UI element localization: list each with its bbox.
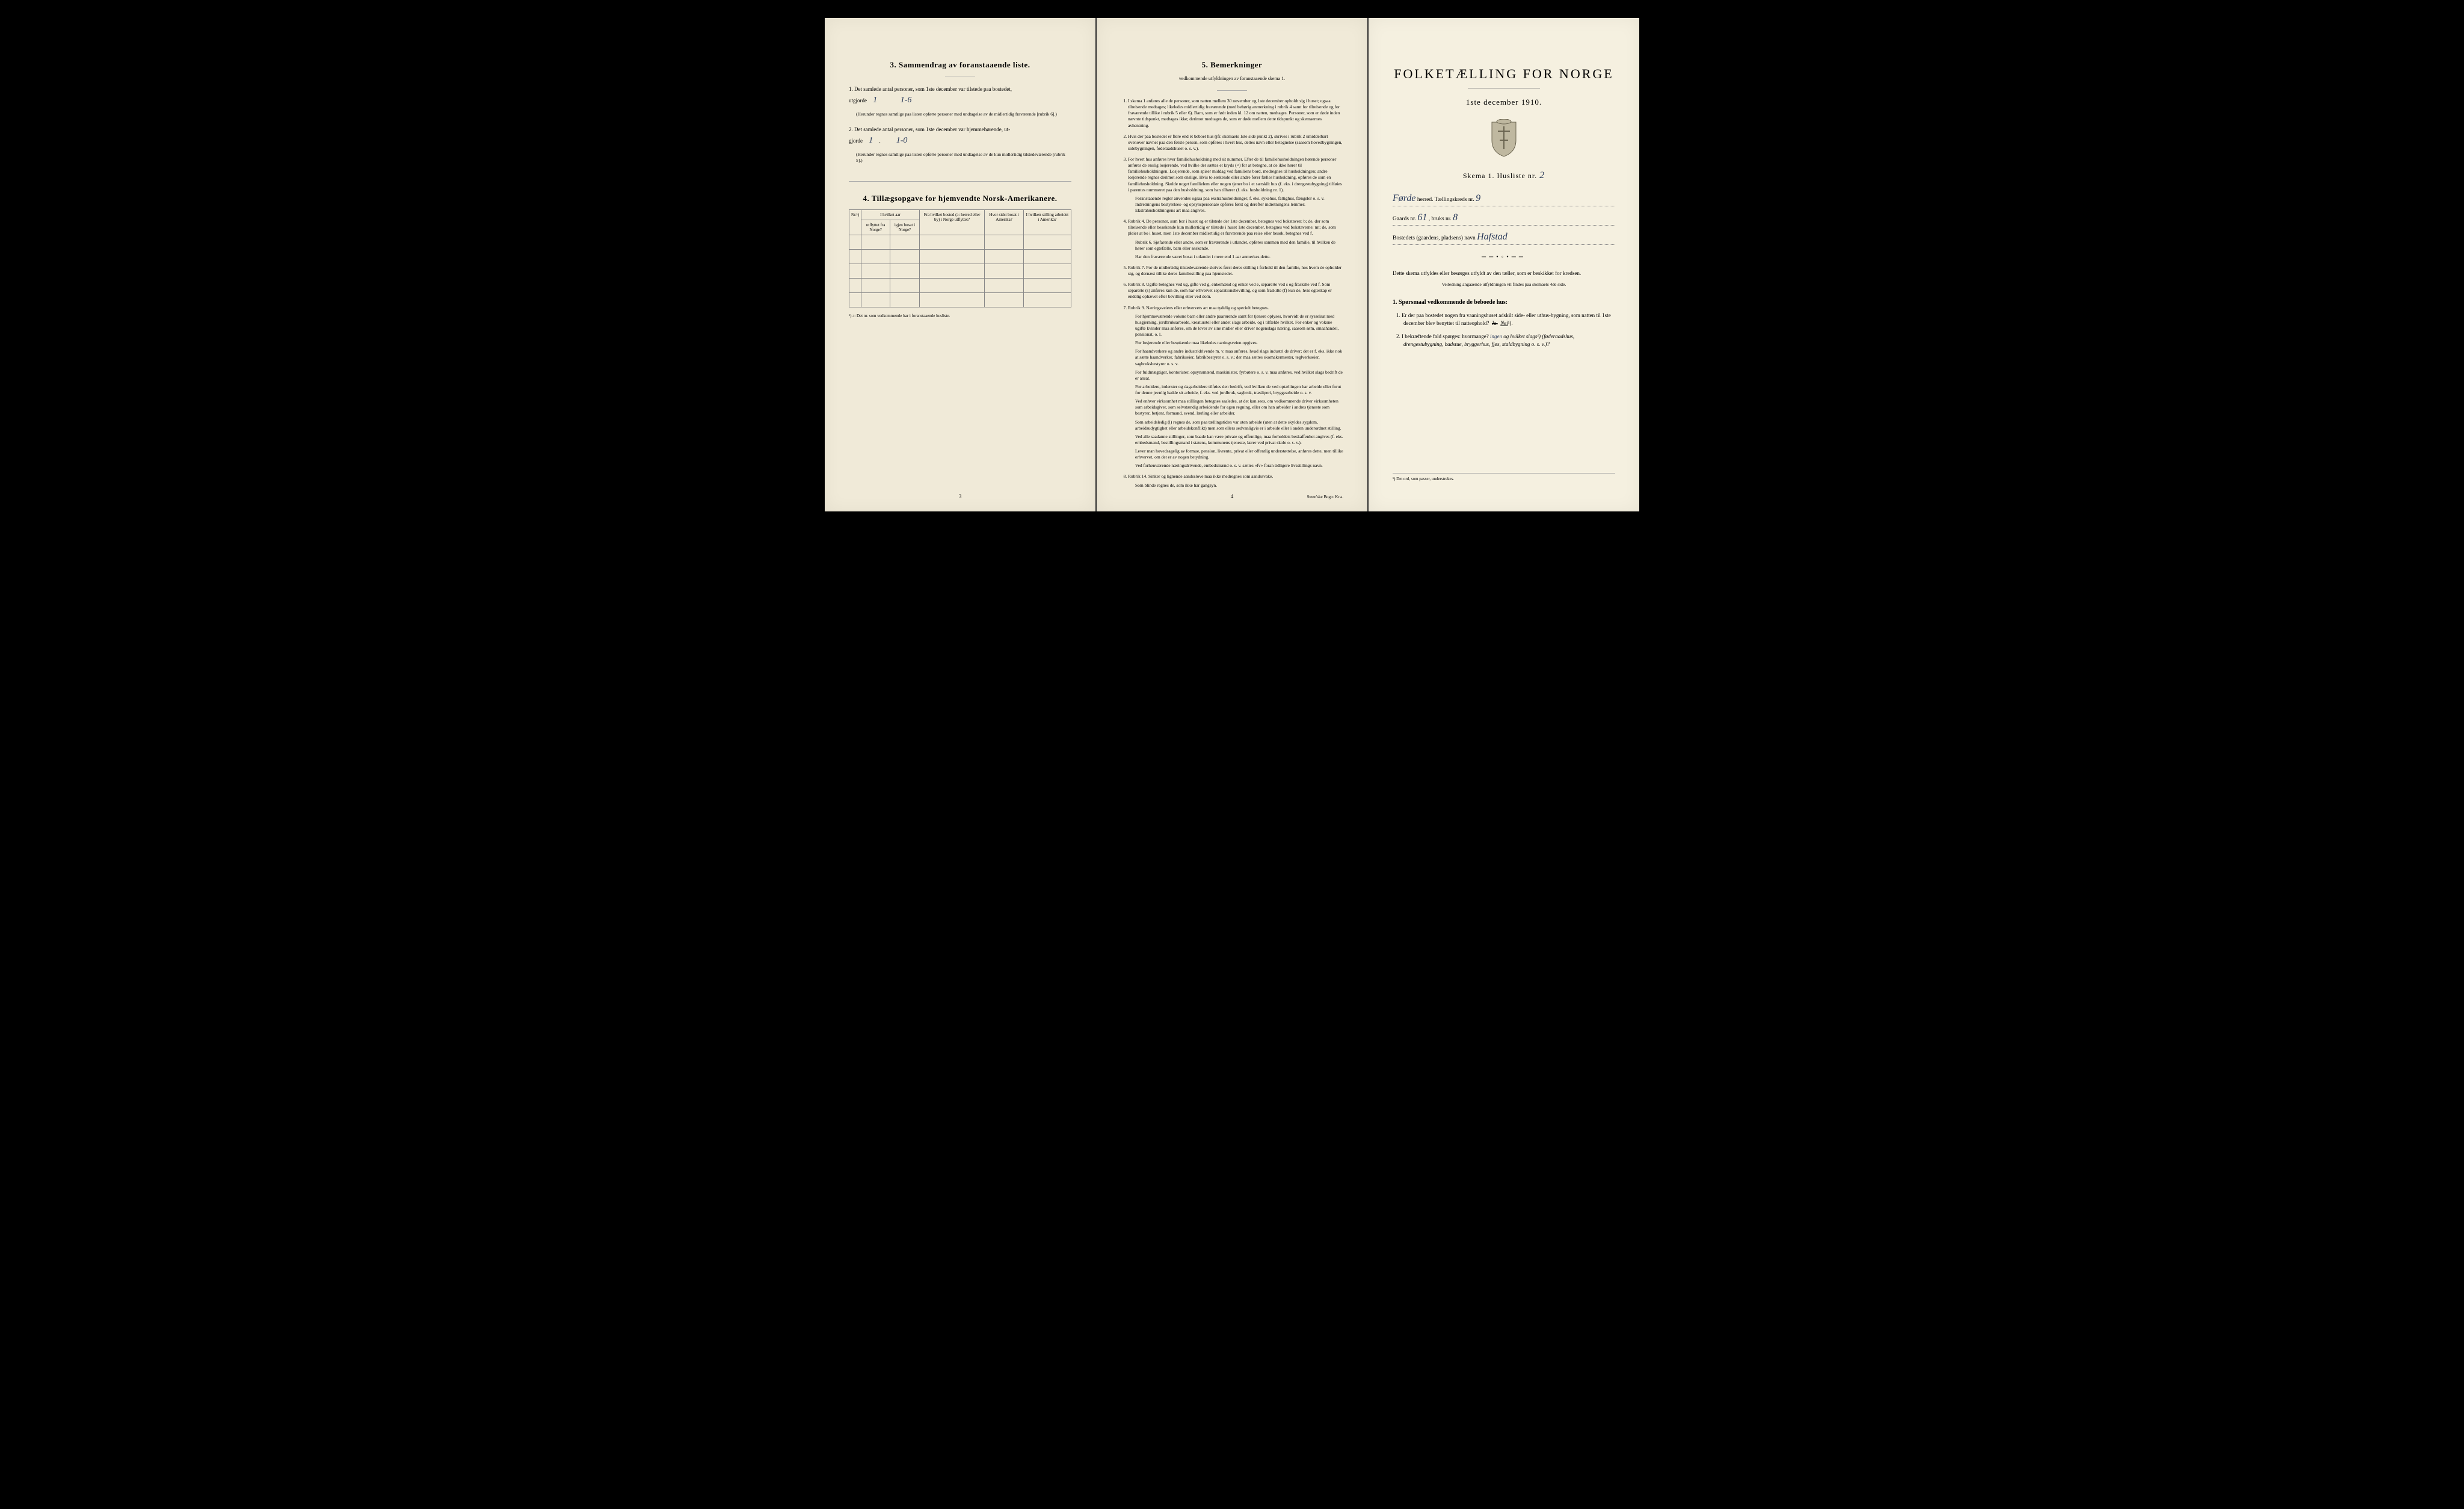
document-spread: 3. Sammendrag av foranstaaende liste. 1.… — [825, 18, 1639, 511]
page-1-front: FOLKETÆLLING FOR NORGE 1ste december 191… — [1369, 18, 1639, 511]
guidance-note: Veiledning angaaende utfyldningen vil fi… — [1393, 282, 1615, 287]
question-1: 1. Er der paa bostedet nogen fra vaaning… — [1393, 312, 1615, 328]
footnote-1: ¹) Det ord, som passer, understrekes. — [1393, 473, 1615, 481]
remark-7-text: Rubrik 9. Næringsveiens eller erhvervets… — [1128, 305, 1269, 310]
table-row — [849, 250, 1071, 264]
r7d: For fuldmægtiger, kontorister, opsynsmæn… — [1128, 369, 1343, 381]
herred-line: Førde herred. Tællingskreds nr. 9 — [1393, 193, 1615, 206]
q1-answer: Nei — [1500, 320, 1508, 326]
th-stilling: I hvilken stilling arbeidet i Amerika? — [1023, 210, 1071, 235]
page-number: 3 — [959, 493, 962, 499]
bosted-label: Bostedets (gaardens, pladsens) navn — [1393, 235, 1476, 241]
skema-nr: 2 — [1539, 170, 1545, 181]
bosted-line: Bostedets (gaardens, pladsens) navn Hafs… — [1393, 232, 1615, 245]
r7e: For arbeidere, inderster og dagarbeidere… — [1128, 384, 1343, 396]
q1-struck: Ja. — [1492, 320, 1498, 326]
item2-line2: gjorde — [849, 138, 863, 144]
item1-fill-1: 1 — [868, 96, 882, 105]
remark-3: For hvert hus anføres hver familiehushol… — [1128, 156, 1343, 214]
coat-of-arms-icon — [1393, 119, 1615, 158]
th-amerika: Hvor sidst bosat i Amerika? — [985, 210, 1023, 235]
table-row — [849, 279, 1071, 293]
page-3: 3. Sammendrag av foranstaaende liste. 1.… — [825, 18, 1095, 511]
r7h: Ved alle saadanne stillinger, som baade … — [1128, 434, 1343, 446]
kreds-nr: 9 — [1476, 193, 1480, 203]
bosted-name: Hafstad — [1477, 232, 1508, 242]
remarks-list: I skema 1 anføres alle de personer, som … — [1121, 98, 1343, 489]
remarks-subtitle: vedkommende utfyldningen av foranstaaend… — [1121, 76, 1343, 81]
r7i: Lever man hovedsagelig av formue, pensio… — [1128, 448, 1343, 460]
remark-8-text: Rubrik 14. Sinker og lignende aandsslove… — [1128, 474, 1273, 479]
remark-2: Hvis der paa bostedet er flere end ét be… — [1128, 134, 1343, 152]
page-4: 5. Bemerkninger vedkommende utfyldningen… — [1097, 18, 1367, 511]
divider — [1217, 90, 1247, 91]
ornament: ──•◦•── — [1393, 254, 1615, 261]
table-footnote: ¹) ɔ: Det nr. som vedkommende har i fora… — [849, 313, 1071, 318]
r7b: For losjerende eller besøkende maa likel… — [1128, 340, 1343, 346]
item2-fill-2: 1-0 — [892, 136, 913, 145]
remark-4-extra-b: Har den fraværende været bosat i utlande… — [1128, 254, 1343, 260]
r7c: For haandverkere og andre industridriven… — [1128, 348, 1343, 366]
q2-fill: ingen — [1490, 333, 1502, 339]
americans-table: Nr.¹) I hvilket aar Fra hvilket bosted (… — [849, 209, 1071, 307]
census-date: 1ste december 1910. — [1393, 97, 1615, 107]
herred-name: Førde — [1393, 193, 1416, 203]
remark-1: I skema 1 anføres alle de personer, som … — [1128, 98, 1343, 129]
remark-4: Rubrik 4. De personer, som bor i huset o… — [1128, 218, 1343, 260]
th-nr: Nr.¹) — [849, 210, 861, 235]
herred-label: herred. Tællingskreds nr. — [1417, 197, 1474, 203]
page-number: 4 — [1231, 493, 1234, 499]
remark-8: Rubrik 14. Sinker og lignende aandsslove… — [1128, 474, 1343, 488]
th-utflyttet: utflyttet fra Norge? — [861, 220, 890, 235]
question-2: 2. I bekræftende fald spørges: hvormange… — [1393, 333, 1615, 349]
item2-text: 2. Det samlede antal personer, som 1ste … — [849, 126, 1010, 132]
q1-sup: ¹). — [1508, 320, 1513, 326]
th-bosted: Fra hvilket bosted (ɔ: herred eller by) … — [919, 210, 985, 235]
gaard-nr: 61 — [1417, 212, 1427, 223]
summary-item-2: 2. Det samlede antal personer, som 1ste … — [849, 126, 1071, 147]
item1-text: 1. Det samlede antal personer, som 1ste … — [849, 86, 1012, 92]
remark-7: Rubrik 9. Næringsveiens eller erhvervets… — [1128, 305, 1343, 469]
summary-item-1: 1. Det samlede antal personer, som 1ste … — [849, 85, 1071, 106]
section-divider — [849, 181, 1071, 182]
bruks-nr: 8 — [1453, 212, 1458, 223]
item1-fill-2: 1-6 — [896, 96, 917, 105]
remark-4-extra-a: Rubrik 6. Sjøfarende eller andre, som er… — [1128, 239, 1343, 252]
table-row — [849, 293, 1071, 307]
r8a: Som blinde regnes de, som ikke har gangs… — [1128, 483, 1343, 489]
remark-4-text: Rubrik 4. De personer, som bor i huset o… — [1128, 218, 1336, 236]
r7j: Ved forhenværende næringsdrivende, embed… — [1128, 463, 1343, 469]
skema-label: Skema 1. Husliste nr. — [1463, 171, 1537, 180]
r7f: Ved enhver virksomhet maa stillingen bet… — [1128, 398, 1343, 416]
remark-6: Rubrik 8. Ugifte betegnes ved ug, gifte … — [1128, 282, 1343, 300]
question-heading: 1. Spørsmaal vedkommende de beboede hus: — [1393, 299, 1615, 306]
main-title: FOLKETÆLLING FOR NORGE — [1393, 66, 1615, 82]
section-4-title: 4. Tillægsopgave for hjemvendte Norsk-Am… — [849, 194, 1071, 203]
th-bosat: igjen bosat i Norge? — [890, 220, 920, 235]
remarks-title: 5. Bemerkninger — [1121, 60, 1343, 70]
section-3-title: 3. Sammendrag av foranstaaende liste. — [849, 60, 1071, 70]
item2-note: (Herunder regnes samtlige paa listen opf… — [849, 152, 1071, 164]
th-year-group: I hvilket aar — [861, 210, 920, 220]
printer-mark: Steen'ske Bogtr. Kr.a. — [1307, 495, 1343, 499]
table-row — [849, 264, 1071, 279]
r7a: For hjemmeværende voksne barn eller andr… — [1128, 313, 1343, 338]
filler-instruction: Dette skema utfyldes eller besørges utfy… — [1393, 270, 1615, 278]
gaard-label: Gaards nr. — [1393, 216, 1416, 222]
remark-3-text: For hvert hus anføres hver familiehushol… — [1128, 156, 1342, 193]
gaard-line: Gaards nr. 61 , bruks nr. 8 — [1393, 212, 1615, 226]
skema-line: Skema 1. Husliste nr. 2 — [1393, 170, 1615, 181]
q2-text: 2. I bekræftende fald spørges: hvormange… — [1396, 333, 1489, 339]
r7g: Som arbeidsledig (l) regnes de, som paa … — [1128, 419, 1343, 431]
item2-fill-1: 1 — [864, 136, 878, 145]
item1-line2: utgjorde — [849, 97, 867, 103]
item1-note: (Herunder regnes samtlige paa listen opf… — [849, 111, 1071, 117]
remark-3-extra: Foranstaaende regler anvendes ogsaa paa … — [1128, 196, 1343, 214]
q-head-text: 1. Spørsmaal vedkommende de beboede hus: — [1393, 299, 1508, 306]
remark-5: Rubrik 7. For de midlertidig tilstedevær… — [1128, 265, 1343, 277]
table-row — [849, 235, 1071, 250]
bruks-label: , bruks nr. — [1429, 216, 1452, 222]
